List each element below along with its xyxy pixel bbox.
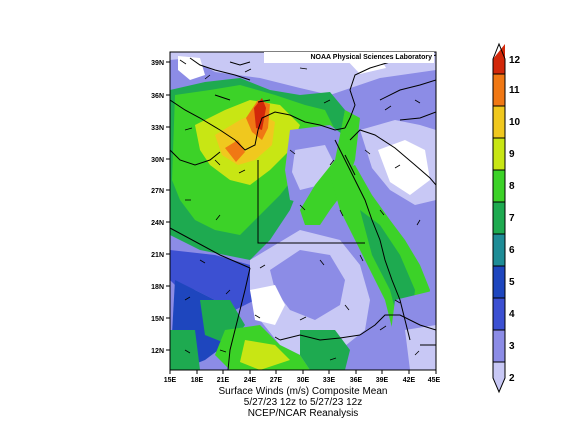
lon-label: 39E xyxy=(376,377,389,384)
lat-label: 39N xyxy=(151,60,164,67)
lat-label: 12N xyxy=(151,348,164,355)
colorbar: 2 3 4 5 6 7 8 9 10 11 12 xyxy=(492,42,521,394)
caption-variable: Surface Winds (m/s) Composite Mean xyxy=(218,386,388,397)
lon-label: 24E xyxy=(244,377,257,384)
lat-label: 21N xyxy=(151,252,164,259)
colorbar-label: 4 xyxy=(509,309,515,320)
colorbar-swatch xyxy=(493,362,505,392)
lon-label: 27E xyxy=(270,377,283,384)
colorbar-swatch xyxy=(493,298,505,330)
colorbar-label: 8 xyxy=(509,181,515,192)
map-captions: Surface Winds (m/s) Composite Mean 5/27/… xyxy=(170,386,436,419)
lon-label: 45E xyxy=(428,377,441,384)
caption-date-range: 5/27/23 12z to 5/27/23 12z xyxy=(243,397,363,408)
lat-label: 15N xyxy=(151,316,164,323)
lat-label: 24N xyxy=(151,220,164,227)
lat-label: 33N xyxy=(151,125,164,132)
colorbar-label: 11 xyxy=(509,85,520,96)
lon-label: 21E xyxy=(217,377,230,384)
lat-label: 30N xyxy=(151,157,164,164)
colorbar-swatch xyxy=(493,330,505,362)
colorbar-swatch xyxy=(493,202,505,234)
colorbar-swatch xyxy=(493,170,505,202)
colorbar-label: 12 xyxy=(509,55,521,66)
colorbar-label: 5 xyxy=(509,277,515,288)
colorbar-label: 6 xyxy=(509,245,515,256)
latitude-labels: 39N 36N 33N 30N 27N 24N 21N 18N 15N 12N xyxy=(151,60,164,355)
wind-vectors xyxy=(179,59,421,361)
lat-label: 27N xyxy=(151,188,164,195)
lon-label: 18E xyxy=(191,377,204,384)
colorbar-swatch xyxy=(493,234,505,266)
colorbar-swatch xyxy=(493,138,505,170)
lon-label: 33E xyxy=(323,377,336,384)
colorbar-swatch xyxy=(493,74,505,106)
axis-ticks xyxy=(166,61,437,374)
lon-label: 36E xyxy=(350,377,363,384)
lon-label: 15E xyxy=(164,377,177,384)
credit-label: NOAA Physical Sciences Laboratory xyxy=(264,52,434,63)
wind-speed-field xyxy=(170,52,436,370)
lat-label: 36N xyxy=(151,93,164,100)
colorbar-swatch xyxy=(493,106,505,138)
colorbar-label: 9 xyxy=(509,149,515,160)
lon-label: 30E xyxy=(297,377,310,384)
coastlines-borders xyxy=(170,54,436,370)
colorbar-label: 10 xyxy=(509,117,521,128)
colorbar-label: 7 xyxy=(509,213,515,224)
colorbar-label: 2 xyxy=(509,373,515,384)
longitude-labels: 15E 18E 21E 24E 27E 30E 33E 36E 39E 42E … xyxy=(164,377,441,384)
lat-label: 18N xyxy=(151,284,164,291)
colorbar-swatch xyxy=(493,266,505,298)
caption-source: NCEP/NCAR Reanalysis xyxy=(247,408,359,419)
colorbar-label: 3 xyxy=(509,341,515,352)
lon-label: 42E xyxy=(403,377,416,384)
